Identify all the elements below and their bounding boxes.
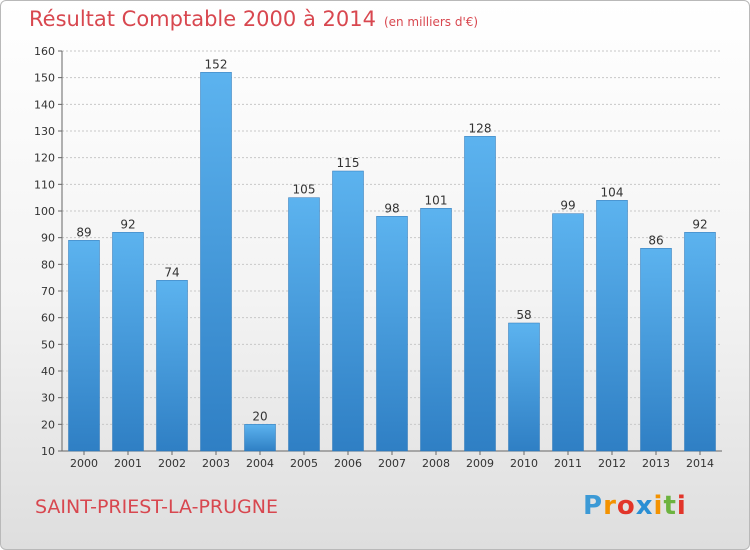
value-label: 128 xyxy=(469,121,492,135)
value-label: 92 xyxy=(692,217,707,231)
bars xyxy=(68,72,716,452)
value-label: 101 xyxy=(425,193,448,207)
proxiti-logo: Proxiti xyxy=(583,491,687,521)
x-tick-label: 2002 xyxy=(158,457,186,470)
x-tick-label: 2000 xyxy=(70,457,98,470)
x-tick-label: 2004 xyxy=(246,457,274,470)
bar-2007 xyxy=(376,216,408,452)
bar-2005 xyxy=(288,197,320,452)
y-tick-label: 40 xyxy=(41,365,55,378)
logo-letter: i xyxy=(676,491,687,521)
x-tick-label: 2006 xyxy=(334,457,362,470)
value-label: 115 xyxy=(337,156,360,170)
y-tick-label: 10 xyxy=(41,445,55,458)
x-tick-label: 2009 xyxy=(466,457,494,470)
x-tick-label: 2011 xyxy=(554,457,582,470)
logo-letter: t xyxy=(663,491,677,521)
x-tick-label: 2014 xyxy=(686,457,714,470)
y-tick-label: 90 xyxy=(41,232,55,245)
bar-2003 xyxy=(200,72,232,452)
bar-2011 xyxy=(552,213,584,452)
x-tick-label: 2007 xyxy=(378,457,406,470)
bar-2000 xyxy=(68,240,100,452)
bar-2002 xyxy=(156,280,188,452)
title-main: Résultat Comptable 2000 à 2014 xyxy=(29,7,376,31)
bar-2008 xyxy=(420,208,452,452)
value-label: 152 xyxy=(205,57,228,71)
bar-2001 xyxy=(112,232,144,452)
y-tick-label: 70 xyxy=(41,285,55,298)
x-tick-label: 2005 xyxy=(290,457,318,470)
y-tick-label: 60 xyxy=(41,312,55,325)
value-label: 104 xyxy=(601,185,624,199)
bar-2014 xyxy=(684,232,716,452)
y-tick-label: 100 xyxy=(34,205,55,218)
y-tick-label: 50 xyxy=(41,338,55,351)
labels: 10 20 30 40 50 60 70 80 90 100 110 120 130 140 150 160 8… xyxy=(34,45,714,470)
value-label: 86 xyxy=(648,233,663,247)
location-name: SAINT-PRIEST-LA-PRUGNE xyxy=(35,496,278,518)
value-label: 89 xyxy=(76,225,91,239)
x-tick-label: 2012 xyxy=(598,457,626,470)
value-label: 99 xyxy=(560,199,575,213)
logo-letter: x xyxy=(635,491,654,521)
title-unit: (en milliers d'€) xyxy=(383,15,479,29)
logo-letter: r xyxy=(603,491,617,521)
value-label: 98 xyxy=(384,201,399,215)
y-tick-label: 150 xyxy=(34,72,55,85)
x-tick-label: 2003 xyxy=(202,457,230,470)
bar-2006 xyxy=(332,170,364,452)
y-tick-label: 140 xyxy=(34,98,55,111)
x-tick-label: 2001 xyxy=(114,457,142,470)
bar-2013 xyxy=(640,248,672,452)
y-tick-label: 110 xyxy=(34,178,55,191)
y-tick-label: 30 xyxy=(41,392,55,405)
y-tick-label: 20 xyxy=(41,418,55,431)
y-tick-label: 80 xyxy=(41,258,55,271)
logo-letter: i xyxy=(653,491,664,521)
bar-2012 xyxy=(596,200,628,452)
bar-2010 xyxy=(508,322,540,452)
logo-letter: P xyxy=(583,491,604,521)
x-tick-label: 2010 xyxy=(510,457,538,470)
x-tick-label: 2008 xyxy=(422,457,450,470)
bar-2004 xyxy=(244,424,276,452)
value-label: 74 xyxy=(164,265,179,279)
x-tick-label: 2013 xyxy=(642,457,670,470)
y-tick-label: 130 xyxy=(34,125,55,138)
y-tick-label: 160 xyxy=(34,45,55,58)
bar-2009 xyxy=(464,136,496,452)
logo-letter: o xyxy=(616,491,636,521)
value-label: 92 xyxy=(120,217,135,231)
value-label: 20 xyxy=(252,409,267,423)
value-label: 58 xyxy=(516,308,531,322)
chart-title: Résultat Comptable 2000 à 2014 (en millie… xyxy=(29,7,478,31)
value-label: 105 xyxy=(293,183,316,197)
y-tick-label: 120 xyxy=(34,152,55,165)
